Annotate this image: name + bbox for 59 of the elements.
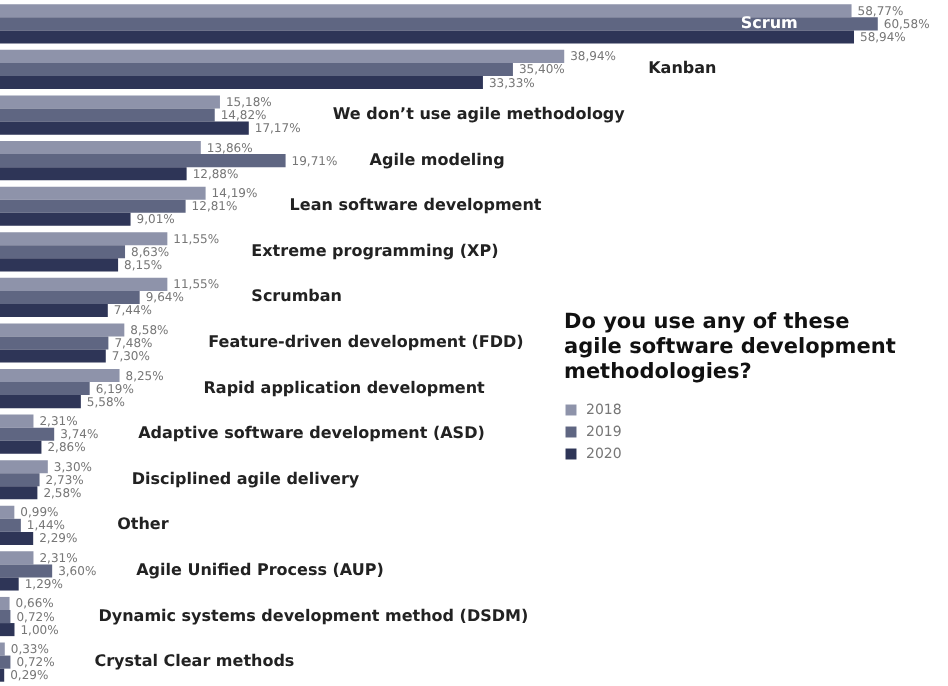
bar [0, 277, 168, 291]
bar [0, 368, 120, 383]
bar [0, 414, 34, 428]
bar [0, 382, 90, 396]
bar [0, 199, 186, 213]
bar [0, 623, 15, 637]
bar [0, 95, 220, 109]
bar [0, 564, 53, 578]
bar [0, 427, 55, 441]
bar [0, 212, 131, 226]
bar [0, 62, 513, 76]
bar [0, 76, 483, 90]
bar [0, 610, 11, 624]
y-tick-label: Scrumban [251, 287, 343, 306]
bar [0, 4, 852, 18]
y-tick-label: Scrum [740, 13, 798, 32]
bar [0, 531, 34, 545]
bar [0, 596, 10, 610]
bar [0, 395, 81, 409]
bar [0, 349, 106, 363]
y-tick-label: Rapid application development [203, 378, 486, 397]
y-tick-label: We don’t use agile methodology [332, 105, 627, 124]
bar [0, 17, 878, 31]
bar [0, 323, 125, 337]
y-tick-label: Extreme programming (XP) [251, 241, 499, 260]
bar [0, 518, 21, 532]
bar [0, 577, 19, 591]
y-tick-label: Adaptive software development (ASD) [138, 424, 485, 443]
bar [0, 232, 168, 246]
bar [0, 486, 38, 500]
bar [0, 121, 249, 135]
bar [0, 655, 11, 669]
y-tick-label: Dynamic systems development method (DSDM) [98, 606, 529, 625]
bar [0, 505, 15, 519]
bar [0, 336, 109, 350]
bar [0, 473, 40, 487]
bar [0, 141, 201, 155]
bar [0, 167, 187, 181]
bar [0, 245, 126, 259]
bar [0, 154, 286, 168]
y-tick-label: Lean software development [289, 196, 542, 215]
bar [0, 440, 42, 454]
y-tick-label: Feature-driven development (FDD) [208, 333, 524, 351]
bar [0, 30, 855, 44]
bar [0, 460, 48, 474]
y-tick-label: Crystal Clear methods [94, 652, 295, 671]
y-tick-label: Agile modeling [369, 150, 506, 169]
bar [0, 303, 108, 318]
bar [0, 49, 565, 63]
bar [0, 290, 140, 304]
bar [0, 186, 206, 200]
bar [0, 108, 215, 122]
bar [0, 551, 34, 565]
y-tick-label: Disciplined agile delivery [131, 469, 361, 488]
y-tick-label: Agile Unified Process (AUP) [136, 560, 384, 579]
text: Do you use any of these agile software development methodologies? [564, 310, 896, 384]
y-tick-label: Other [117, 515, 169, 534]
y-tick-label: Kanban [648, 59, 718, 78]
bar [0, 258, 119, 272]
